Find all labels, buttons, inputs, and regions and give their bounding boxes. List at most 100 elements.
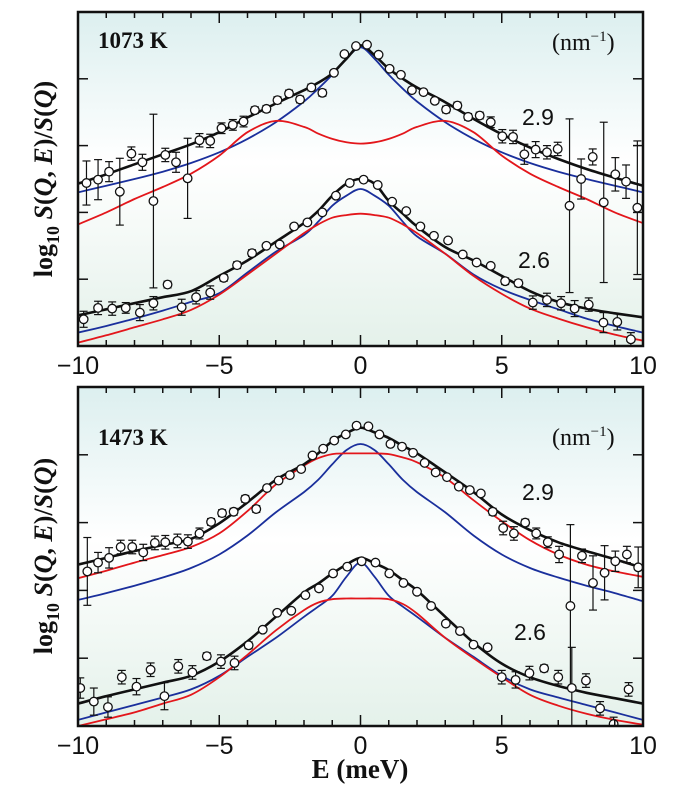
data-point <box>149 535 160 551</box>
data-marker <box>588 577 598 588</box>
data-point <box>531 527 542 540</box>
data-marker <box>115 542 126 552</box>
data-marker <box>238 116 249 127</box>
data-marker <box>261 240 272 251</box>
data-marker <box>564 200 575 211</box>
data-marker <box>608 719 619 726</box>
data-marker <box>78 683 86 693</box>
data-point <box>104 547 115 569</box>
data-point <box>542 536 553 549</box>
data-marker <box>201 651 212 662</box>
data-marker <box>633 562 643 573</box>
panel-label: 1473 K <box>98 425 168 450</box>
data-point <box>482 642 493 653</box>
data-marker <box>159 691 170 702</box>
data-marker <box>595 703 606 714</box>
data-point <box>78 677 86 699</box>
data-point <box>284 88 294 99</box>
data-marker <box>284 88 294 99</box>
data-point <box>340 429 351 440</box>
data-marker <box>384 63 395 74</box>
data-marker <box>612 317 623 327</box>
data-marker <box>351 420 362 431</box>
fit-curve-blue-q2.9 <box>78 443 643 603</box>
x-tick-label: 5 <box>495 352 509 380</box>
data-point <box>372 180 383 190</box>
data-marker <box>358 174 369 185</box>
data-marker <box>554 549 565 560</box>
q-label-2.6: 2.6 <box>518 247 550 273</box>
data-point <box>344 178 355 188</box>
data-marker <box>216 123 227 134</box>
data-marker <box>500 276 511 287</box>
data-point <box>284 470 295 481</box>
data-marker <box>374 429 385 440</box>
data-point <box>251 504 262 514</box>
data-point <box>497 128 508 144</box>
data-point <box>583 297 594 312</box>
data-point <box>487 506 498 517</box>
data-point <box>78 310 89 328</box>
data-marker <box>385 439 396 449</box>
panel-1073K: −10 −5 0 5 10 1073 K (nm−1) 2.9 2.6 log10 S(… <box>29 10 657 380</box>
data-marker <box>344 178 355 188</box>
data-marker <box>520 517 531 528</box>
data-point <box>317 87 328 98</box>
data-marker <box>137 157 148 168</box>
data-point <box>126 146 137 161</box>
data-point <box>430 467 441 478</box>
data-marker <box>107 303 118 314</box>
data-marker <box>362 39 372 50</box>
data-marker <box>330 190 341 201</box>
data-point <box>134 303 145 322</box>
data-point <box>576 158 587 200</box>
data-marker <box>395 69 406 80</box>
data-marker <box>205 287 216 298</box>
data-marker <box>149 537 160 548</box>
data-point <box>496 669 507 685</box>
data-marker <box>218 272 229 283</box>
data-marker <box>78 314 89 325</box>
data-point <box>82 536 93 606</box>
data-point <box>588 555 598 611</box>
data-marker <box>187 667 198 678</box>
data-marker <box>441 472 452 483</box>
data-point <box>599 545 610 601</box>
data-point <box>247 248 257 259</box>
fit-curve-red-q2.9 <box>78 119 643 226</box>
data-point <box>429 230 439 241</box>
data-point <box>261 103 272 114</box>
data-point <box>217 508 228 519</box>
data-point <box>107 301 118 316</box>
data-marker <box>317 207 328 218</box>
data-point <box>272 95 283 106</box>
data-marker <box>194 528 205 539</box>
x-tick-label: −5 <box>205 732 234 760</box>
data-marker <box>539 663 550 674</box>
data-point <box>243 640 254 651</box>
data-marker <box>453 481 464 492</box>
data-marker <box>328 67 339 78</box>
x-axis-label: E (meV) <box>312 754 409 784</box>
data-marker <box>373 49 384 60</box>
data-point <box>395 69 406 80</box>
data-point <box>577 548 587 564</box>
data-marker <box>127 542 138 552</box>
data-marker <box>160 150 171 160</box>
data-marker <box>191 292 202 303</box>
x-tick-label: 10 <box>629 352 657 380</box>
data-point <box>457 249 468 260</box>
data-point <box>351 420 362 431</box>
data-marker <box>457 249 468 260</box>
data-marker <box>580 675 591 686</box>
data-marker <box>176 302 187 313</box>
data-point <box>468 639 479 650</box>
data-point <box>519 143 530 165</box>
data-marker <box>88 696 99 707</box>
data-point <box>104 161 115 183</box>
data-point <box>172 533 183 549</box>
data-point <box>160 147 171 163</box>
data-point <box>232 260 242 271</box>
data-point <box>238 115 249 128</box>
